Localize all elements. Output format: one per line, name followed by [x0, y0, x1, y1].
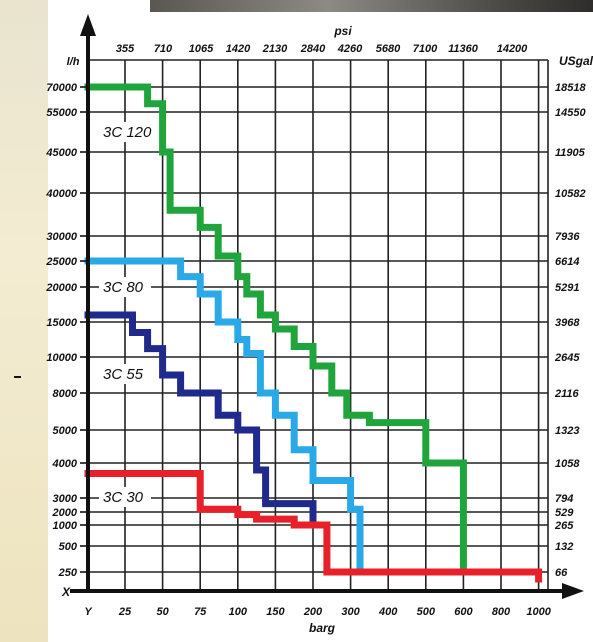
- y-right-tick-label: 132: [555, 541, 573, 553]
- series-line-3c-30: [84, 470, 543, 583]
- y-left-tick-label: 5000: [53, 425, 78, 437]
- axes: [70, 14, 584, 599]
- x-bottom-tick-label: 25: [118, 606, 132, 618]
- y-left-axis-title: l/h: [67, 56, 80, 68]
- y-right-tick-label: 2645: [554, 352, 580, 364]
- x-top-tick-label: 2130: [262, 43, 288, 55]
- x-bottom-tick-label: 1000: [526, 606, 551, 618]
- x-bottom-axis-title: barg: [309, 621, 336, 635]
- y-right-tick-label: 794: [555, 493, 573, 505]
- y-right-tick-label: 11905: [555, 147, 586, 159]
- series-label: 3C 55: [103, 366, 144, 383]
- series-label-bg: [99, 277, 151, 297]
- y-right-tick-label: 6614: [555, 256, 579, 268]
- y-right-tick-label: 18518: [555, 82, 586, 94]
- y-left-tick-label: 45000: [45, 147, 77, 159]
- x-bottom-tick-label: 300: [341, 606, 360, 618]
- y-right-tick-label: 14550: [555, 107, 586, 119]
- x-bottom-tick-label: 50: [156, 606, 169, 618]
- x-top-tick-label: 14200: [497, 43, 528, 55]
- y-right-tick-label: 1058: [555, 458, 580, 470]
- y-left-tick-label: 40000: [45, 188, 77, 200]
- y-left-tick-label: 15000: [46, 317, 77, 329]
- x-bottom-tick-label: 100: [229, 606, 248, 618]
- x-bottom-tick-label: 200: [303, 606, 323, 618]
- plot-background: [48, 12, 593, 642]
- y-left-tick-label: 4000: [52, 458, 78, 470]
- x-bottom-tick-label: 150: [266, 606, 285, 618]
- y-left-tick-label: 55000: [46, 107, 77, 119]
- x-top-tick-label: 5680: [376, 43, 401, 55]
- x-top-tick-label: 11360: [448, 43, 479, 55]
- x-axis-arrow: [562, 583, 584, 599]
- y-left-tick-label: 250: [58, 567, 78, 579]
- x-top-tick-label: 4260: [337, 43, 363, 55]
- y-left-tick-label: 500: [59, 541, 78, 553]
- x-top-tick-label: 7100: [413, 43, 438, 55]
- y-right-tick-label: 3968: [555, 317, 580, 329]
- y-left-tick-label: 1000: [53, 520, 78, 532]
- y-left-tick-label: 70000: [46, 82, 77, 94]
- x-bottom-tick-label: 800: [492, 606, 511, 618]
- x-top-tick-label: 1420: [226, 43, 251, 55]
- y-left-tick-label: 10000: [46, 352, 77, 364]
- series-label-bg: [99, 122, 151, 142]
- y-start-label: X: [61, 585, 71, 599]
- y-axis-arrow: [80, 14, 96, 36]
- x-top-axis-title: psi: [333, 24, 352, 38]
- x-bottom-tick-label: 600: [454, 606, 473, 618]
- x-top-tick-label: 1065: [189, 43, 214, 55]
- x-top-tick-label: 355: [116, 43, 135, 55]
- series-line-3c-120: [84, 83, 467, 576]
- y-right-tick-label: 66: [555, 567, 568, 579]
- left-background-strip: [0, 0, 48, 642]
- series-lines: [84, 83, 543, 583]
- x-top-tick-label: 710: [154, 43, 173, 55]
- y-left-tick-label: 30000: [46, 231, 77, 243]
- y-right-tick-label: 10582: [555, 188, 586, 200]
- y-left-tick-label: 2000: [52, 507, 78, 519]
- y-left-tick-label: 8000: [53, 388, 78, 400]
- y-left-tick-label: 3000: [53, 493, 78, 505]
- y-left-tick-label: 20000: [45, 282, 77, 294]
- tick-labels: 2505001000200030004000500080001000015000…: [45, 24, 593, 635]
- y-right-tick-label: 7936: [555, 231, 580, 243]
- series-label-bg: [99, 364, 151, 384]
- series-label-bg: [99, 487, 151, 507]
- x-bottom-tick-label: 400: [378, 606, 398, 618]
- series-line-3c-55: [84, 311, 317, 529]
- x-bottom-tick-label: 500: [417, 606, 436, 618]
- x-top-tick-label: 2840: [300, 43, 326, 55]
- y-right-tick-label: 265: [554, 520, 574, 532]
- y-right-tick-label: 529: [555, 507, 574, 519]
- y-left-tick-label: 25000: [45, 256, 77, 268]
- series-label: 3C 80: [103, 279, 144, 296]
- y-right-tick-label: 2116: [554, 388, 580, 400]
- series-label: 3C 30: [103, 489, 144, 506]
- left-edge-mark: [14, 376, 21, 378]
- series-line-3c-80: [84, 257, 364, 576]
- top-photo-strip: [150, 0, 593, 12]
- x-start-label: Y: [84, 606, 93, 618]
- x-bottom-tick-label: 75: [194, 606, 207, 618]
- y-right-tick-label: 5291: [555, 282, 579, 294]
- y-right-tick-label: 1323: [555, 425, 579, 437]
- y-right-axis-title: USgal: [559, 54, 593, 68]
- series-labels: 3C 120 3C 80 3C 55 3C 30: [99, 122, 152, 507]
- series-label: 3C 120: [103, 124, 152, 141]
